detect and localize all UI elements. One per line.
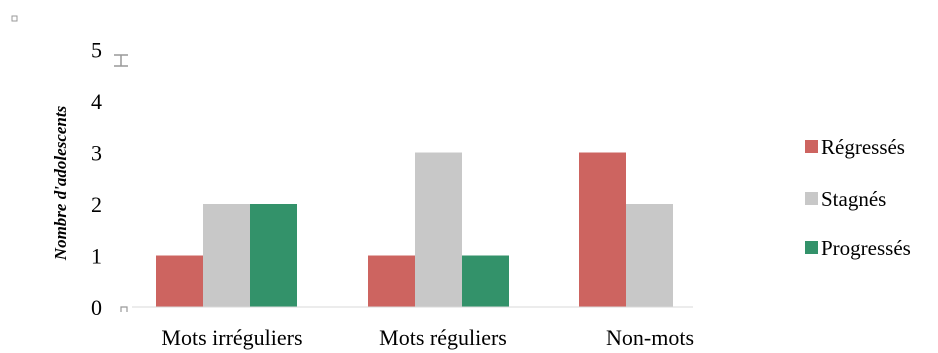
bar-régressés-3 <box>579 152 626 307</box>
y-tick-label: 3 <box>91 141 102 166</box>
y-tick-label: 5 <box>91 38 102 63</box>
y-tick-label: 4 <box>91 89 102 114</box>
legend-label: Progressés <box>821 236 911 260</box>
legend-label: Régressés <box>821 135 905 159</box>
y-axis-label: Nombre d'adolescents <box>51 105 70 261</box>
x-tick-label: Mots réguliers <box>379 325 507 350</box>
bar-progressés-2 <box>462 255 509 307</box>
legend-swatch <box>805 140 818 153</box>
legend-label: Stagnés <box>821 187 886 211</box>
x-ticks: Mots irréguliers Mots réguliers Non-mots <box>161 325 694 350</box>
bar-stagnés-3 <box>626 204 673 307</box>
y-axis-label-group: Nombre d'adolescents <box>51 105 70 261</box>
legend: Régressés Stagnés Progressés <box>805 135 911 260</box>
x-tick-label: Mots irréguliers <box>161 325 302 350</box>
y-tick-label: 0 <box>91 295 102 320</box>
bar-régressés-2 <box>368 255 415 307</box>
bar-régressés-1 <box>156 255 203 307</box>
legend-swatch <box>805 241 818 254</box>
bars <box>156 152 673 307</box>
corner-marker <box>11 15 18 22</box>
legend-swatch <box>805 192 818 205</box>
error-bar-marker <box>114 54 128 67</box>
y-ticks: 0 1 2 3 4 5 <box>91 38 102 321</box>
y-tick-label: 1 <box>91 244 102 269</box>
bar-stagnés-2 <box>415 152 462 307</box>
bar-stagnés-1 <box>203 204 250 307</box>
bar-progressés-1 <box>250 204 297 307</box>
origin-marker <box>120 306 128 312</box>
y-tick-label: 2 <box>91 192 102 217</box>
x-tick-label: Non-mots <box>606 325 694 350</box>
